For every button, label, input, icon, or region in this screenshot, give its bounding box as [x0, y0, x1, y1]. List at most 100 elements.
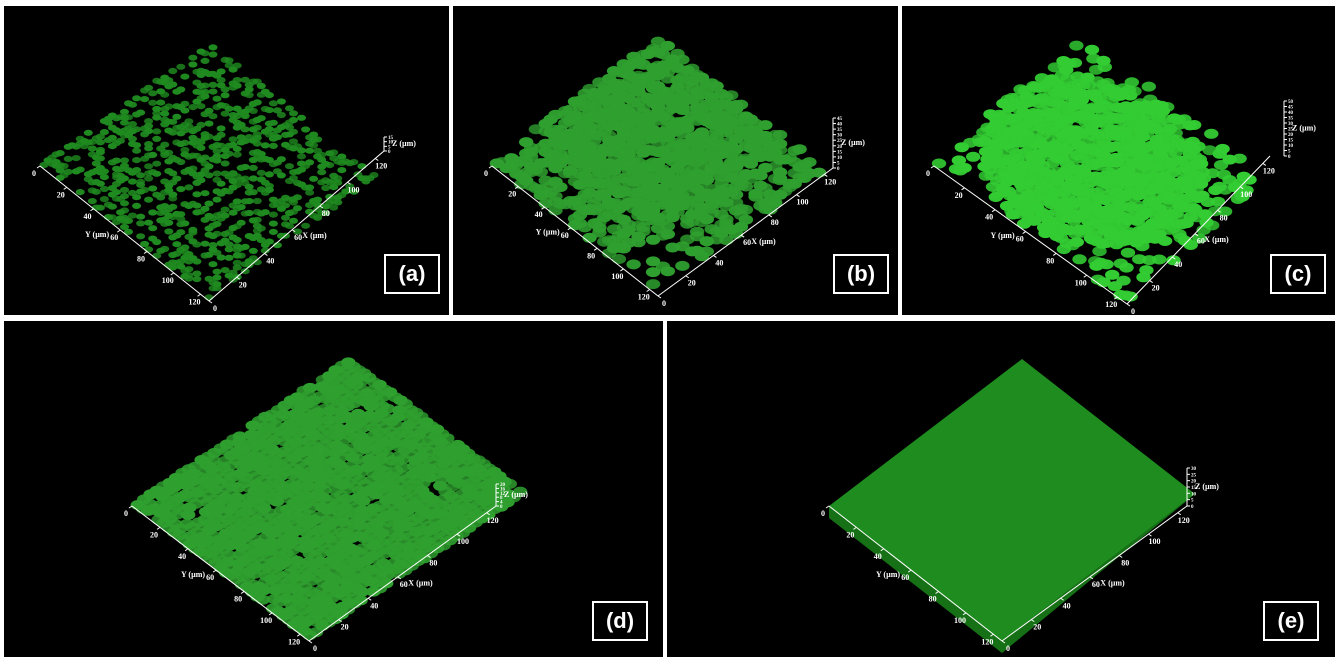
- y-tick: [880, 548, 885, 552]
- panel-d: 0 20 40 60 80 100 120 Y (µm) 0 20 40 60 80 100 120 X (µ…: [4, 321, 663, 657]
- x-tick-label: 0: [662, 299, 666, 308]
- y-tick-label: 80: [929, 595, 937, 604]
- x-tick-label: 80: [1121, 559, 1129, 568]
- x-tick: [713, 255, 717, 258]
- y-tick: [268, 612, 273, 616]
- y-tick-label: 60: [110, 233, 118, 242]
- y-tick: [240, 591, 245, 594]
- x-tick-label: 0: [1131, 307, 1135, 315]
- y-axis-title: Y (µm): [181, 570, 205, 579]
- axes: [930, 100, 1287, 307]
- z-tick-label: 5: [837, 161, 840, 166]
- y-tick: [593, 247, 598, 251]
- panel-e: 0 20 40 60 80 100 120 Y (µm) 0 20 40 60 80 100 120 X (µ…: [667, 321, 1335, 657]
- y-tick-label: 20: [150, 530, 158, 539]
- y-tick-label: 20: [846, 530, 854, 539]
- y-axis-title: Y (µm): [876, 570, 900, 579]
- y-tick: [620, 268, 624, 272]
- z-tick-label: 10: [388, 141, 394, 146]
- y-tick-label: 120: [981, 637, 993, 646]
- y-tick: [567, 227, 572, 231]
- y-tick-label: 0: [124, 509, 128, 518]
- z-tick-label: 0: [388, 150, 391, 155]
- x-tick-label: 20: [239, 280, 247, 289]
- y-axis-line: [933, 165, 1128, 305]
- y-axis-line: [491, 165, 659, 297]
- x-tick: [347, 181, 351, 185]
- x-tick: [768, 214, 773, 218]
- x-tick-label: 120: [1263, 166, 1275, 175]
- x-tick: [740, 234, 745, 238]
- z-tick-label: 20: [1288, 133, 1294, 138]
- axes: [488, 117, 836, 299]
- y-tick-label: 120: [638, 293, 650, 302]
- biofilm-surface: [130, 357, 528, 641]
- x-axis-title: X (µm): [302, 231, 327, 240]
- z-axis-title: Z (µm): [1195, 482, 1219, 491]
- y-tick-label: 40: [985, 213, 993, 222]
- x-tick: [338, 619, 342, 623]
- x-tick: [374, 158, 379, 161]
- panel-label-a: (a): [384, 254, 440, 294]
- y-tick: [116, 229, 121, 233]
- x-tick: [1177, 512, 1182, 516]
- x-tick: [1148, 533, 1152, 537]
- x-tick-label: 120: [824, 177, 836, 186]
- y-tick-label: 0: [484, 169, 488, 178]
- panel-label-e: (e): [1263, 601, 1319, 641]
- x-tick: [486, 512, 490, 516]
- y-tick: [184, 548, 189, 552]
- z-tick-label: 0: [1288, 155, 1291, 160]
- panel-label-b: (b): [833, 254, 889, 294]
- z-tick-label: 25: [1288, 128, 1294, 133]
- y-tick: [853, 526, 857, 530]
- y-tick: [90, 208, 94, 212]
- x-tick-label: 40: [370, 601, 378, 610]
- y-tick-label: 60: [561, 231, 569, 240]
- x-tick: [1239, 186, 1244, 190]
- panel-label-c: (c): [1270, 254, 1326, 294]
- y-tick-label: 40: [84, 212, 92, 221]
- x-axis-title: X (µm): [751, 237, 776, 246]
- z-tick-label: 12: [500, 492, 506, 497]
- y-tick-label: 100: [260, 616, 272, 625]
- y-tick: [63, 186, 68, 190]
- y-tick-label: 40: [874, 552, 882, 561]
- y-tick-label: 0: [821, 509, 825, 518]
- z-tick-label: 15: [837, 150, 843, 155]
- z-tick-label: 20: [1191, 480, 1197, 485]
- x-tick: [1217, 209, 1221, 213]
- z-tick-label: 15: [388, 136, 394, 141]
- axes: [128, 483, 499, 644]
- x-tick-label: 80: [429, 559, 437, 568]
- x-tick: [319, 205, 324, 209]
- x-tick-label: 100: [1240, 190, 1252, 199]
- y-tick-label: 120: [1105, 300, 1117, 309]
- y-tick: [197, 293, 201, 297]
- x-tick: [367, 597, 372, 601]
- y-tick-label: 120: [189, 297, 201, 306]
- y-tick-label: 40: [535, 210, 543, 219]
- x-tick-label: 120: [375, 162, 387, 171]
- x-tick: [1149, 280, 1153, 283]
- x-tick-label: 60: [400, 580, 408, 589]
- y-tick-label: 20: [955, 191, 963, 200]
- z-tick-label: 15: [1288, 139, 1294, 144]
- y-tick-label: 80: [587, 251, 595, 260]
- z-tick-label: 50: [1288, 100, 1294, 105]
- x-tick-label: 40: [1174, 260, 1182, 269]
- z-tick-label: 45: [1288, 106, 1294, 111]
- z-tick-label: 40: [837, 123, 843, 128]
- biofilm-surface: [829, 359, 1195, 653]
- x-axis-line: [308, 505, 497, 642]
- biofilm-surface: [39, 44, 379, 301]
- z-axis-title: Z (µm): [392, 139, 416, 148]
- y-tick-label: 100: [954, 616, 966, 625]
- x-axis-line: [1126, 155, 1271, 305]
- y-tick: [36, 165, 41, 169]
- z-tick-label: 5: [1288, 150, 1291, 155]
- x-tick-label: 60: [294, 233, 302, 242]
